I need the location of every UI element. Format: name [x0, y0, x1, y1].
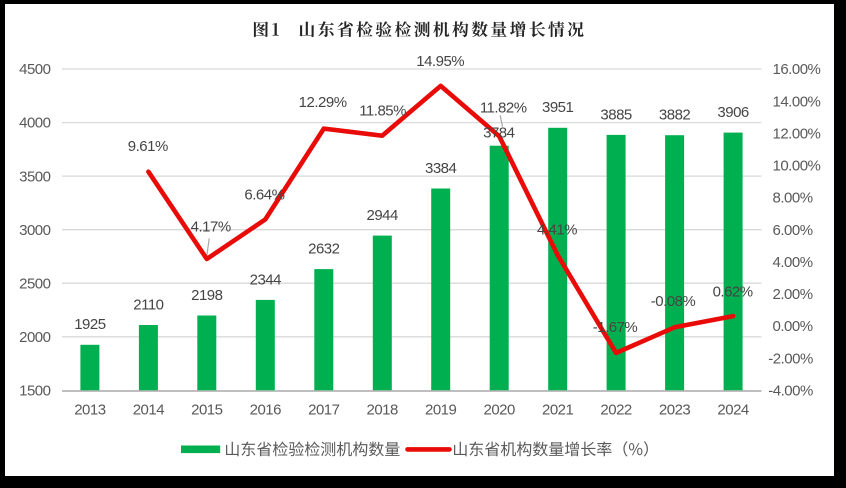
- svg-text:2344: 2344: [250, 271, 282, 288]
- svg-text:2024: 2024: [717, 402, 749, 419]
- svg-text:2021: 2021: [542, 402, 574, 419]
- svg-text:3951: 3951: [542, 99, 574, 116]
- svg-text:2015: 2015: [191, 402, 223, 419]
- svg-text:-1.67%: -1.67%: [593, 319, 638, 336]
- svg-text:2013: 2013: [74, 402, 106, 419]
- svg-text:3885: 3885: [600, 106, 632, 123]
- svg-text:12.29%: 12.29%: [299, 94, 347, 111]
- svg-text:2022: 2022: [600, 402, 632, 419]
- svg-text:1925: 1925: [74, 316, 106, 333]
- svg-text:-2.00%: -2.00%: [768, 350, 813, 367]
- svg-text:11.82%: 11.82%: [480, 99, 527, 116]
- svg-text:12.00%: 12.00%: [773, 125, 821, 142]
- svg-text:0.62%: 0.62%: [713, 284, 753, 301]
- svg-text:2019: 2019: [425, 402, 457, 419]
- svg-text:0.00%: 0.00%: [773, 318, 813, 335]
- svg-text:2020: 2020: [484, 402, 516, 419]
- svg-text:3000: 3000: [19, 222, 51, 239]
- svg-text:4500: 4500: [19, 61, 51, 78]
- svg-text:2016: 2016: [250, 402, 282, 419]
- svg-text:4.00%: 4.00%: [773, 254, 813, 271]
- svg-text:3500: 3500: [19, 168, 51, 185]
- svg-text:6.64%: 6.64%: [244, 187, 284, 204]
- svg-text:2198: 2198: [191, 287, 223, 304]
- svg-text:9.61%: 9.61%: [128, 138, 168, 155]
- svg-text:2632: 2632: [308, 241, 340, 258]
- svg-text:14.95%: 14.95%: [416, 53, 464, 70]
- svg-text:10.00%: 10.00%: [773, 158, 821, 175]
- svg-text:2014: 2014: [133, 402, 165, 419]
- svg-text:3882: 3882: [659, 107, 691, 124]
- svg-text:2000: 2000: [19, 329, 51, 346]
- svg-text:8.00%: 8.00%: [773, 190, 813, 207]
- svg-text:2.00%: 2.00%: [773, 286, 813, 303]
- svg-text:4000: 4000: [19, 115, 51, 132]
- svg-text:1500: 1500: [19, 383, 51, 400]
- svg-text:-4.00%: -4.00%: [768, 383, 813, 400]
- svg-text:-0.08%: -0.08%: [651, 293, 696, 310]
- svg-text:2018: 2018: [367, 402, 399, 419]
- svg-text:16.00%: 16.00%: [773, 61, 821, 78]
- svg-text:4.41%: 4.41%: [537, 222, 577, 239]
- svg-text:3906: 3906: [717, 104, 749, 121]
- svg-text:2017: 2017: [308, 402, 340, 419]
- svg-text:3384: 3384: [425, 160, 457, 177]
- svg-text:11.85%: 11.85%: [359, 103, 406, 120]
- svg-text:2023: 2023: [659, 402, 691, 419]
- svg-text:2944: 2944: [367, 207, 399, 224]
- svg-text:3784: 3784: [483, 125, 515, 142]
- svg-text:2500: 2500: [19, 275, 51, 292]
- svg-text:2110: 2110: [133, 296, 163, 313]
- svg-text:14.00%: 14.00%: [773, 93, 821, 110]
- svg-text:4.17%: 4.17%: [191, 219, 231, 236]
- svg-text:6.00%: 6.00%: [773, 222, 813, 239]
